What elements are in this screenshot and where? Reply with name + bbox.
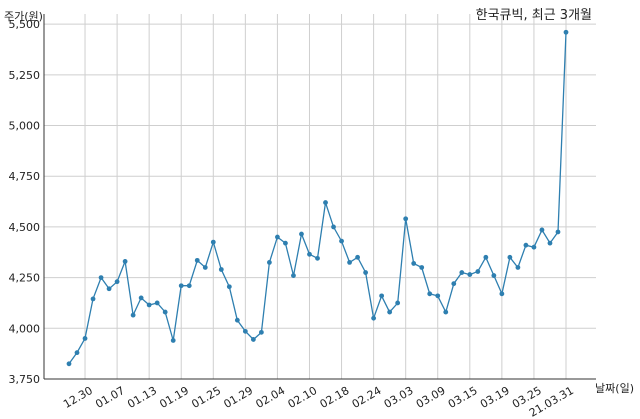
data-point [419, 265, 425, 270]
data-point [74, 350, 80, 356]
data-point [539, 227, 545, 233]
data-point [451, 281, 457, 287]
data-points [66, 29, 569, 367]
x-tick-label: 02.04 [254, 384, 288, 411]
data-point [194, 257, 200, 263]
x-tick-label: 01.07 [93, 384, 127, 411]
data-point [307, 251, 312, 257]
data-point [523, 242, 529, 248]
data-point [226, 284, 232, 290]
data-point [427, 291, 433, 297]
data-point [90, 296, 96, 302]
data-point [178, 283, 184, 289]
data-point [403, 216, 409, 222]
y-tick-label: 5,500 [9, 18, 41, 31]
data-point [387, 309, 393, 315]
x-tick-label: 01.25 [189, 384, 223, 411]
data-point [491, 273, 497, 278]
x-tick-label: 01.19 [157, 384, 191, 411]
data-point [186, 283, 192, 289]
data-point [146, 302, 152, 308]
data-point [170, 338, 176, 343]
data-point [371, 315, 377, 321]
data-point [315, 255, 320, 261]
data-point [355, 254, 360, 260]
x-tick-label: 03.19 [478, 384, 512, 411]
data-point [291, 273, 296, 278]
x-axis-label: 날짜(일) [595, 381, 634, 395]
x-tick-label: 03.03 [382, 384, 416, 411]
data-point [299, 231, 304, 237]
data-point [250, 337, 256, 342]
data-point [98, 275, 104, 281]
y-axis-label: 주가(원) [4, 10, 43, 23]
y-tick-label: 5,250 [9, 69, 41, 82]
x-tick-label: 03.09 [414, 384, 448, 411]
data-point [122, 258, 128, 264]
data-point [130, 312, 136, 318]
data-point [443, 309, 449, 315]
data-point [435, 293, 441, 299]
data-point [411, 261, 417, 266]
y-tick-label: 4,250 [9, 272, 41, 285]
data-point [154, 300, 160, 306]
data-point [515, 265, 521, 270]
data-point [467, 272, 473, 277]
y-tick-labels: 3,750 4,000 4,250 4,500 4,750 5,000 5,250 5,500 [9, 18, 41, 386]
data-point [363, 270, 368, 275]
data-point [82, 336, 88, 341]
data-point [555, 229, 561, 235]
x-tick-label: 01.29 [221, 384, 255, 411]
data-point [379, 293, 385, 299]
data-point [210, 239, 216, 245]
data-point [347, 260, 352, 265]
x-tick-label: 02.18 [318, 384, 352, 411]
data-point [563, 29, 569, 35]
data-point [114, 279, 120, 285]
y-tick-label: 5,000 [9, 120, 41, 133]
data-point [162, 309, 168, 315]
x-tick-label: 02.24 [350, 384, 384, 411]
chart-title: 한국큐빅, 최근 3개월 [476, 8, 592, 23]
y-tick-label: 4,500 [9, 221, 41, 234]
data-point [234, 317, 240, 323]
data-point [275, 234, 280, 240]
data-point [323, 200, 328, 205]
y-tick-label: 4,750 [9, 170, 41, 183]
y-tick-label: 3,750 [9, 373, 41, 386]
series-line [68, 32, 567, 365]
data-point [507, 254, 513, 260]
data-point [331, 224, 336, 230]
data-point [547, 240, 553, 246]
y-tick-label: 4,000 [9, 322, 41, 335]
data-point [395, 300, 401, 306]
data-point [531, 244, 537, 250]
data-point [66, 361, 72, 367]
data-point [475, 269, 481, 274]
data-point [283, 240, 288, 246]
data-point [459, 270, 465, 275]
data-point [499, 291, 505, 297]
data-point [258, 329, 264, 335]
data-point [138, 295, 144, 301]
x-tick-label: 02.10 [286, 384, 320, 411]
data-point [202, 265, 208, 270]
x-tick-label: 01.13 [125, 384, 159, 411]
data-point [339, 238, 344, 244]
data-point [267, 260, 272, 265]
grid [44, 14, 596, 380]
x-tick-label: 03.15 [446, 384, 480, 411]
x-tick-labels: 12.3001.0701.1301.1901.2501.2902.0402.10… [61, 384, 576, 419]
data-point [242, 328, 248, 334]
data-point [106, 286, 112, 292]
x-tick-label: 12.30 [61, 384, 95, 411]
data-point [483, 254, 489, 260]
data-point [218, 267, 224, 272]
